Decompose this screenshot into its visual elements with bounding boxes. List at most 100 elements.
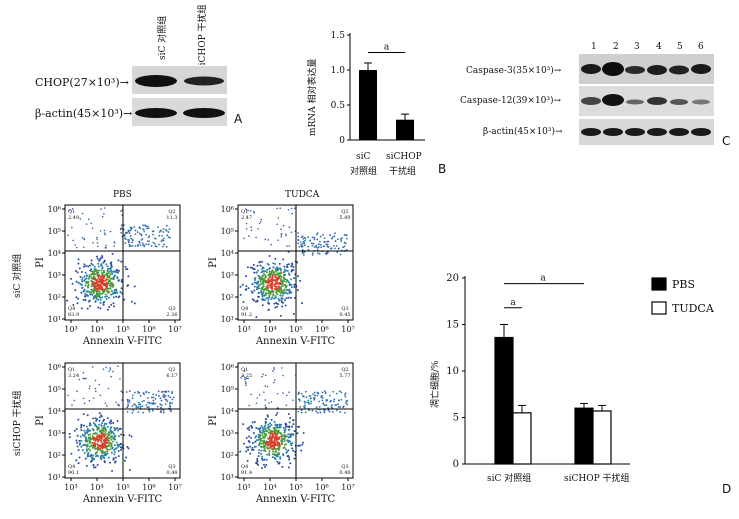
- point: [254, 440, 257, 443]
- point: [282, 392, 284, 394]
- point: [93, 441, 96, 444]
- point: [319, 240, 321, 243]
- point: [290, 283, 293, 286]
- point: [313, 398, 316, 401]
- point: [100, 457, 103, 460]
- point: [92, 422, 95, 425]
- point: [120, 448, 123, 451]
- lane-1: 1: [591, 42, 597, 52]
- point: [274, 451, 277, 454]
- point: [147, 406, 150, 408]
- point: [82, 371, 85, 374]
- y-tick-label: 10⁴: [48, 249, 61, 258]
- point: [273, 456, 276, 459]
- point: [165, 224, 168, 227]
- point: [245, 275, 248, 278]
- point: [105, 297, 108, 300]
- point: [101, 292, 104, 295]
- point: [274, 306, 277, 309]
- point: [92, 454, 95, 457]
- point: [169, 409, 172, 411]
- point: [291, 212, 293, 215]
- point: [269, 267, 272, 270]
- point: [82, 424, 85, 427]
- point: [90, 262, 93, 265]
- point: [261, 282, 264, 285]
- point: [322, 233, 324, 236]
- point: [83, 279, 86, 282]
- point: [100, 264, 103, 267]
- point: [341, 237, 343, 240]
- y-tick-label: 10¹: [48, 315, 61, 324]
- point: [76, 302, 79, 305]
- point: [151, 230, 154, 233]
- point: [166, 400, 169, 403]
- point: [92, 466, 95, 469]
- point: [91, 366, 94, 368]
- q3-value: 0.48: [166, 470, 177, 476]
- point: [94, 439, 97, 442]
- point: [266, 453, 269, 456]
- point: [98, 290, 101, 293]
- point: [84, 292, 87, 295]
- point: [258, 449, 261, 452]
- q1-label: Q1: [68, 367, 75, 373]
- point: [297, 425, 300, 428]
- point: [154, 402, 157, 405]
- point: [280, 298, 283, 301]
- point: [87, 285, 90, 288]
- point: [93, 265, 96, 268]
- y-tick-label: 10¹: [48, 473, 61, 482]
- point: [267, 298, 270, 301]
- point: [284, 291, 287, 294]
- point: [260, 289, 263, 292]
- point: [140, 234, 143, 237]
- point: [99, 258, 102, 261]
- point: [138, 232, 141, 235]
- point: [264, 444, 267, 447]
- point: [313, 246, 316, 248]
- point: [263, 433, 266, 436]
- point: [271, 448, 274, 451]
- point: [337, 247, 340, 250]
- point: [275, 443, 278, 446]
- point: [268, 428, 271, 431]
- point: [96, 238, 98, 241]
- q3-value: 2.36: [166, 312, 177, 318]
- point: [267, 423, 270, 426]
- point: [318, 400, 320, 403]
- point: [316, 394, 319, 397]
- point: [68, 432, 71, 435]
- point: [286, 245, 288, 247]
- point: [245, 450, 248, 453]
- point: [148, 235, 151, 237]
- point: [288, 456, 291, 459]
- point: [256, 286, 259, 289]
- point: [290, 231, 293, 234]
- point: [275, 270, 278, 273]
- point: [86, 307, 89, 310]
- x-tick-label: 10⁶: [315, 325, 328, 334]
- point: [287, 289, 290, 292]
- point: [158, 234, 161, 237]
- point: [86, 414, 89, 417]
- y-axis-label: PI: [35, 257, 46, 268]
- point: [283, 288, 286, 291]
- point: [110, 271, 113, 274]
- point: [288, 283, 291, 286]
- point: [100, 424, 103, 427]
- point: [120, 287, 123, 290]
- point: [283, 274, 286, 277]
- point: [156, 405, 159, 408]
- point: [128, 468, 131, 471]
- point: [111, 447, 114, 450]
- point: [101, 449, 104, 452]
- point: [304, 411, 307, 414]
- point: [101, 422, 104, 425]
- point: [109, 368, 112, 371]
- point: [257, 463, 260, 466]
- point: [110, 293, 113, 296]
- point: [83, 435, 86, 438]
- point: [247, 448, 250, 451]
- point: [98, 278, 101, 281]
